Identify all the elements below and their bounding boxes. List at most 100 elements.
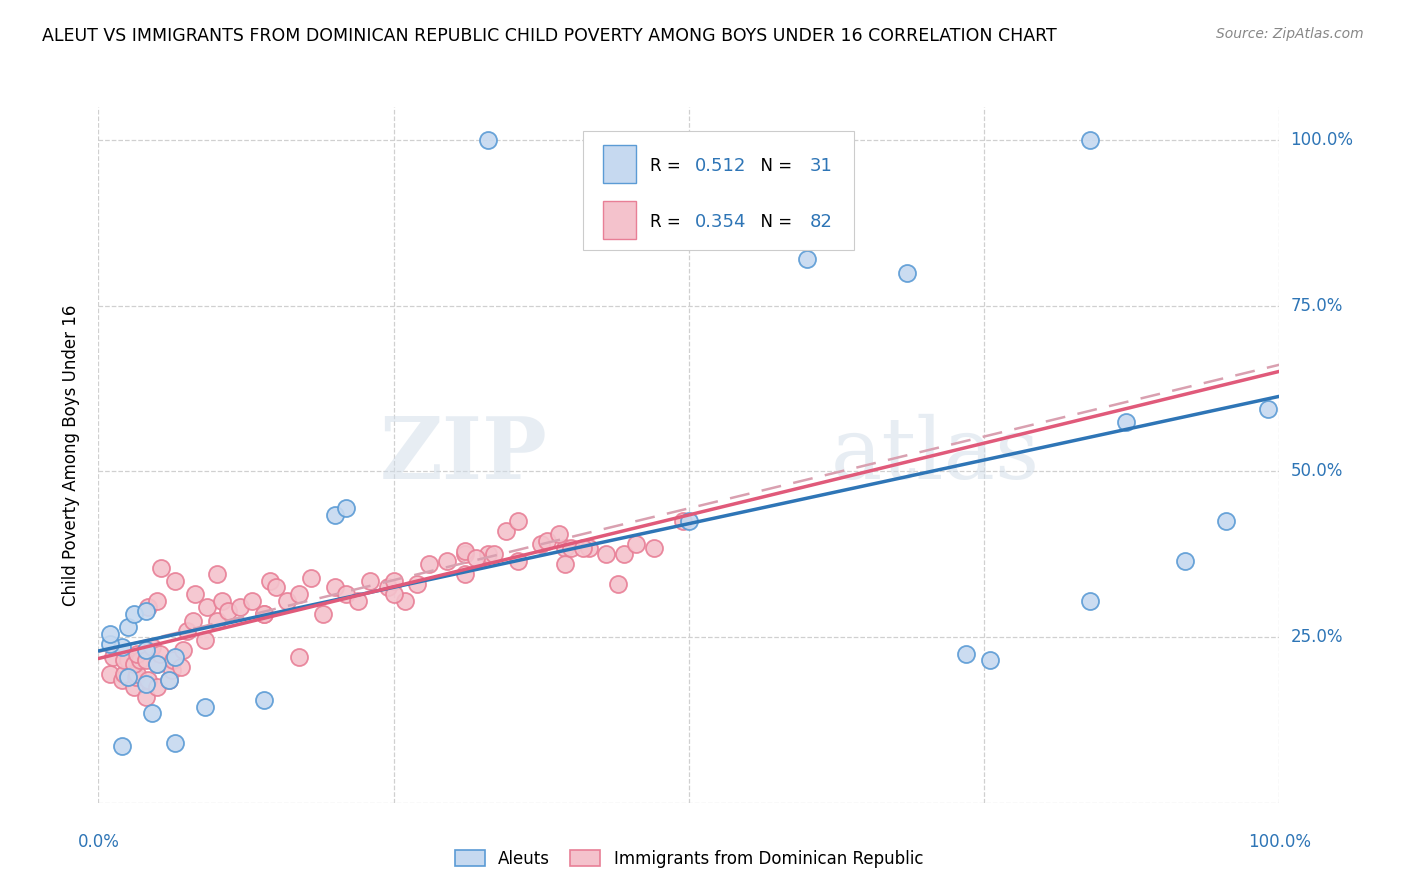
Point	[165, 736, 187, 750]
Text: R =: R =	[650, 157, 686, 175]
Point	[578, 541, 600, 555]
Text: N =: N =	[751, 212, 797, 231]
Point	[98, 666, 121, 681]
Point	[1215, 514, 1237, 528]
Point	[253, 607, 276, 621]
Point	[135, 690, 157, 704]
Point	[253, 693, 276, 707]
Point	[117, 670, 139, 684]
Point	[548, 527, 571, 541]
Point	[335, 500, 357, 515]
Point	[141, 640, 163, 654]
Legend: Aleuts, Immigrants from Dominican Republic: Aleuts, Immigrants from Dominican Republ…	[449, 843, 929, 874]
Text: ZIP: ZIP	[380, 413, 547, 497]
Point	[382, 574, 405, 588]
Point	[205, 614, 228, 628]
Point	[477, 133, 499, 147]
Point	[264, 581, 287, 595]
Point	[560, 541, 582, 555]
Point	[453, 567, 475, 582]
Point	[359, 574, 381, 588]
Point	[299, 570, 322, 584]
Point	[253, 607, 276, 621]
Point	[98, 637, 121, 651]
Point	[184, 587, 207, 601]
Point	[165, 574, 187, 588]
Point	[571, 541, 593, 555]
Point	[796, 252, 818, 267]
Point	[157, 673, 180, 688]
Point	[506, 514, 529, 528]
Point	[477, 547, 499, 561]
Point	[418, 558, 440, 572]
Point	[170, 660, 193, 674]
Text: Source: ZipAtlas.com: Source: ZipAtlas.com	[1216, 27, 1364, 41]
Text: N =: N =	[751, 157, 797, 175]
Point	[323, 581, 346, 595]
Point	[1257, 401, 1279, 416]
Point	[312, 607, 335, 621]
Point	[377, 581, 399, 595]
Point	[672, 514, 695, 528]
Point	[146, 657, 169, 671]
Point	[406, 577, 429, 591]
Point	[194, 699, 217, 714]
Point	[157, 673, 180, 688]
Point	[122, 680, 145, 694]
Point	[678, 514, 700, 528]
Point	[150, 560, 173, 574]
Point	[205, 567, 228, 582]
Point	[98, 627, 121, 641]
Point	[122, 657, 145, 671]
Point	[979, 653, 1001, 667]
Point	[111, 739, 134, 754]
Point	[276, 593, 298, 607]
Point	[117, 653, 139, 667]
Point	[127, 666, 149, 681]
Point	[394, 593, 416, 607]
Point	[896, 266, 918, 280]
Point	[506, 554, 529, 568]
Text: atlas: atlas	[831, 413, 1040, 497]
Point	[1115, 415, 1137, 429]
Point	[101, 650, 124, 665]
Point	[495, 524, 517, 538]
Text: 100.0%: 100.0%	[1249, 833, 1310, 851]
Point	[135, 604, 157, 618]
Text: R =: R =	[650, 212, 686, 231]
Point	[453, 544, 475, 558]
Point	[1174, 554, 1197, 568]
Point	[162, 653, 184, 667]
Point	[149, 647, 172, 661]
Point	[128, 653, 150, 667]
Point	[595, 547, 617, 561]
Point	[122, 607, 145, 621]
Point	[111, 640, 134, 654]
Point	[382, 587, 405, 601]
Point	[554, 541, 576, 555]
Point	[181, 614, 204, 628]
FancyBboxPatch shape	[603, 201, 636, 239]
FancyBboxPatch shape	[582, 131, 855, 250]
Point	[111, 673, 134, 688]
Point	[607, 577, 630, 591]
Text: 31: 31	[810, 157, 832, 175]
Point	[176, 624, 198, 638]
Y-axis label: Child Poverty Among Boys Under 16: Child Poverty Among Boys Under 16	[62, 304, 80, 606]
Point	[211, 593, 233, 607]
Point	[217, 604, 239, 618]
Point	[127, 647, 149, 661]
Text: 82: 82	[810, 212, 832, 231]
Point	[125, 670, 148, 684]
Point	[194, 633, 217, 648]
Point	[347, 593, 370, 607]
Point	[323, 508, 346, 522]
Point	[530, 537, 553, 551]
Point	[229, 600, 252, 615]
Point	[141, 706, 163, 721]
Point	[136, 673, 159, 688]
Point	[146, 657, 169, 671]
Point	[165, 650, 187, 665]
Point	[288, 650, 311, 665]
Text: 75.0%: 75.0%	[1291, 297, 1343, 315]
